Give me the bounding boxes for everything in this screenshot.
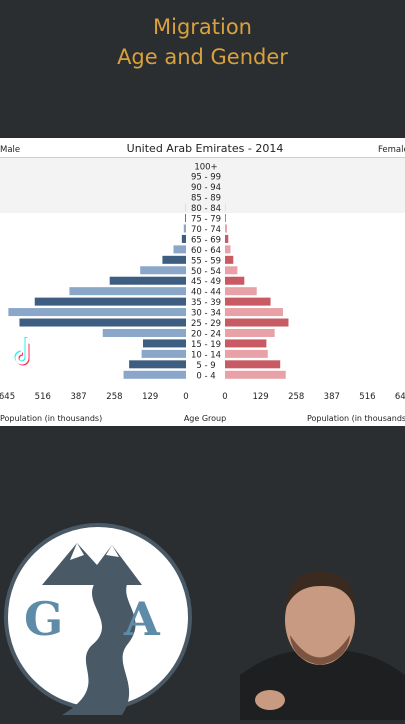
male-bar-6	[8, 308, 186, 316]
male-bar-4	[103, 329, 186, 337]
right-tick-2: 258	[288, 392, 304, 402]
age-label-13: 65 - 69	[191, 235, 221, 245]
male-bar-10	[140, 266, 186, 274]
age-label-19: 95 - 99	[191, 173, 221, 183]
female-bar-13	[225, 235, 228, 243]
right-tick-1: 129	[252, 392, 268, 402]
male-label: Male	[0, 145, 20, 155]
age-label-8: 40 - 44	[191, 288, 221, 298]
female-bar-11	[225, 256, 233, 264]
age-label-0: 0 - 4	[196, 371, 215, 381]
tiktok-text: TikTok	[8, 365, 41, 375]
age-label-4: 20 - 24	[191, 329, 221, 339]
age-label-20: 100+	[194, 162, 217, 172]
female-label: Female	[378, 145, 405, 155]
video-title-line2: Age and Gender	[0, 42, 405, 72]
female-bar-8	[225, 287, 257, 295]
male-bar-15	[185, 214, 186, 222]
female-bar-10	[225, 266, 237, 274]
right-tick-4: 516	[359, 392, 375, 402]
right-tick-3: 387	[324, 392, 340, 402]
presenter-webcam	[240, 560, 405, 720]
female-bar-3	[225, 339, 266, 347]
age-label-7: 35 - 39	[191, 298, 221, 308]
age-label-17: 85 - 89	[191, 194, 221, 204]
male-bar-7	[35, 298, 186, 306]
left-tick-0: 645	[0, 392, 15, 402]
left-tick-2: 387	[70, 392, 86, 402]
population-pyramid-chart: United Arab Emirates - 2014 Male Female …	[0, 138, 405, 426]
chart-title: United Arab Emirates - 2014	[127, 142, 284, 155]
male-bar-14	[184, 224, 186, 232]
age-label-6: 30 - 34	[191, 309, 221, 319]
age-label-2: 10 - 14	[191, 350, 221, 360]
female-bar-14	[225, 224, 227, 232]
female-bar-0	[225, 371, 286, 379]
female-bar-9	[225, 277, 244, 285]
ga-logo-svg: G A	[2, 515, 202, 720]
male-bar-5	[19, 319, 186, 327]
age-label-1: 5 - 9	[196, 361, 215, 371]
age-label-15: 75 - 79	[191, 215, 221, 225]
male-bar-3	[143, 339, 186, 347]
female-bar-1	[225, 360, 280, 368]
age-label-18: 90 - 94	[191, 183, 221, 193]
age-label-5: 25 - 29	[191, 319, 221, 329]
pyramid-svg: United Arab Emirates - 2014 Male Female …	[0, 138, 405, 426]
center-axis-label: Age Group	[184, 414, 226, 423]
male-bar-12	[174, 245, 186, 253]
left-tick-1: 516	[35, 392, 51, 402]
right-tick-5: 645	[395, 392, 405, 402]
logo-letter-g: G	[24, 592, 63, 646]
female-bar-15	[225, 214, 226, 222]
age-label-11: 55 - 59	[191, 256, 221, 266]
left-tick-3: 258	[106, 392, 122, 402]
male-bar-2	[142, 350, 186, 358]
age-label-10: 50 - 54	[191, 267, 221, 277]
video-title-line1: Migration	[0, 12, 405, 42]
female-bar-12	[225, 245, 231, 253]
male-bar-9	[110, 277, 186, 285]
male-bar-1	[129, 360, 186, 368]
left-tick-4: 129	[142, 392, 158, 402]
presenter-hand	[255, 690, 285, 710]
female-bar-5	[225, 319, 288, 327]
left-axis-label: Population (in thousands)	[0, 414, 102, 423]
male-bar-13	[182, 235, 186, 243]
male-bar-11	[162, 256, 186, 264]
ga-logo: G A	[2, 515, 202, 724]
presenter-image	[240, 560, 405, 720]
logo-letter-a: A	[123, 592, 161, 646]
right-axis-label: Population (in thousands)	[307, 414, 405, 423]
female-bar-4	[225, 329, 275, 337]
age-label-14: 70 - 74	[191, 225, 221, 235]
female-bar-7	[225, 298, 271, 306]
age-label-9: 45 - 49	[191, 277, 221, 287]
tiktok-icon: TikTok	[8, 330, 52, 376]
left-tick-5: 0	[183, 392, 188, 402]
male-bar-8	[69, 287, 186, 295]
female-bar-6	[225, 308, 283, 316]
female-bar-2	[225, 350, 268, 358]
age-label-16: 80 - 84	[191, 204, 221, 214]
age-label-3: 15 - 19	[191, 340, 221, 350]
male-bar-0	[124, 371, 186, 379]
tiktok-watermark: TikTok	[8, 330, 52, 376]
right-tick-0: 0	[222, 392, 227, 402]
ticks-group: 645 516 387 258 129 0 0 129 258 387 516 645	[0, 392, 405, 402]
age-label-12: 60 - 64	[191, 246, 221, 256]
